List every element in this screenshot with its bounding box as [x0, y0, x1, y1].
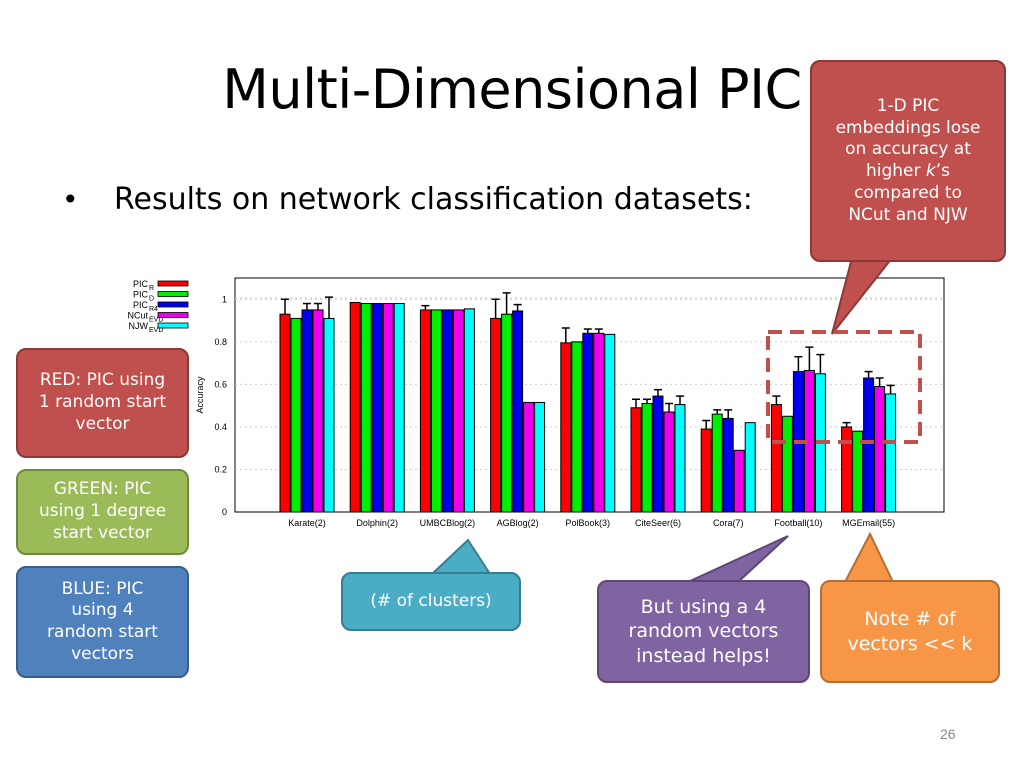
- purple-callout-pointer: [687, 535, 789, 583]
- bar: [571, 341, 583, 513]
- callout-line: 1 random start: [38, 392, 167, 413]
- callout-line: compared to: [854, 182, 962, 203]
- y-axis-label: Accuracy: [195, 376, 205, 414]
- callout-line: using 1 degree: [38, 501, 167, 522]
- callout-text: (# of clusters): [370, 590, 492, 611]
- y-tick-label: 0.8: [214, 337, 227, 347]
- x-tick-label: CiteSeer(6): [635, 518, 681, 528]
- callout-line: start vector: [53, 522, 152, 543]
- clusters-callout-pointer: [429, 538, 492, 575]
- y-tick-label: 0.4: [214, 422, 227, 432]
- orange-callout: Note # of vectors << k: [820, 580, 1000, 683]
- callout-line: embeddings lose: [835, 117, 981, 138]
- callout-line-k: higher k’s: [836, 161, 981, 183]
- legend-label: PIC: [133, 300, 149, 310]
- x-tick-label: UMBCBlog(2): [420, 518, 476, 528]
- bullet-icon: •: [62, 183, 79, 216]
- bar: [744, 422, 756, 513]
- callout-line: RED: PIC using: [39, 370, 166, 391]
- callout-line: NCut and NJW: [848, 204, 968, 225]
- legend-swatch: [157, 291, 189, 297]
- bar: [349, 301, 361, 513]
- legend-subscript: R: [149, 285, 154, 292]
- bar: [430, 309, 442, 513]
- callout-line: vectors: [71, 643, 134, 664]
- legend-swatch: [157, 312, 189, 318]
- callout-line: random vectors: [628, 620, 779, 643]
- legend-swatch: [157, 301, 189, 308]
- callout-line: BLUE: PIC: [61, 578, 144, 599]
- legend-swatch: [157, 322, 189, 329]
- callout-line: 1-D PIC: [876, 95, 940, 116]
- callout-line: vector: [75, 413, 130, 434]
- x-tick-label: Football(10): [774, 518, 822, 528]
- bar: [382, 303, 394, 513]
- slide-title: Multi-Dimensional PIC: [222, 58, 802, 121]
- y-tick-label: 0: [222, 507, 227, 517]
- green-legend-callout: GREEN: PIC using 1 degree start vector: [16, 469, 189, 555]
- highlight-dashed-box: [766, 330, 922, 444]
- bullet-point: • Results on network classification data…: [62, 182, 753, 217]
- legend-label: NCut: [127, 311, 148, 321]
- bar: [733, 449, 745, 513]
- bar: [523, 401, 535, 513]
- bar: [371, 303, 383, 513]
- legend-label: PIC: [133, 279, 149, 289]
- bar: [534, 401, 546, 513]
- legend-subscript: EVD: [149, 317, 163, 324]
- blue-legend-callout: BLUE: PIC using 4 random start vectors: [16, 566, 189, 678]
- y-tick-label: 0.6: [214, 379, 227, 389]
- bullet-text: Results on network classification datase…: [114, 182, 753, 217]
- slide-number: 26: [940, 726, 956, 742]
- callout-line: using 4: [71, 600, 134, 621]
- y-tick-label: 0.2: [214, 464, 227, 474]
- top-right-callout: 1-D PIC embeddings lose on accuracy at h…: [810, 60, 1006, 262]
- bar: [463, 308, 475, 513]
- legend-subscript: D: [149, 296, 154, 303]
- callout-k: k: [925, 161, 936, 181]
- callout-line: instead helps!: [636, 644, 771, 667]
- legend-label: NJW: [129, 321, 149, 331]
- bar: [393, 303, 405, 513]
- x-tick-label: PolBook(3): [566, 518, 611, 528]
- legend-subscript: EVD: [149, 327, 163, 334]
- legend-swatch: [157, 280, 189, 287]
- bar: [781, 415, 793, 513]
- callout-line: random start: [47, 622, 158, 642]
- callout-line: But using a 4: [640, 596, 767, 619]
- y-tick-label: 1: [222, 294, 227, 304]
- bar: [452, 309, 464, 513]
- red-legend-callout: RED: PIC using 1 random start vector: [16, 348, 189, 458]
- legend-subscript: R4: [149, 306, 158, 313]
- bar: [604, 333, 616, 513]
- bar: [290, 317, 302, 513]
- callout-word: higher: [865, 161, 926, 181]
- x-tick-label: Cora(7): [713, 518, 744, 528]
- callout-line: Note # of: [864, 608, 956, 631]
- x-tick-label: Karate(2): [288, 518, 326, 528]
- legend-label: PIC: [133, 290, 149, 300]
- callout-line: vectors << k: [847, 632, 973, 655]
- top-right-callout-pointer: [831, 257, 895, 335]
- x-tick-label: Dolphin(2): [356, 518, 398, 528]
- orange-callout-pointer: [843, 531, 895, 583]
- x-tick-label: AGBlog(2): [497, 518, 539, 528]
- purple-callout: But using a 4 random vectors instead hel…: [597, 580, 810, 683]
- callout-line: on accuracy at: [845, 139, 971, 160]
- bar: [441, 309, 453, 513]
- x-tick-label: MGEmail(55): [842, 518, 895, 528]
- bar: [360, 303, 372, 513]
- bar: [852, 430, 864, 513]
- clusters-callout: (# of clusters): [341, 572, 521, 631]
- callout-line: GREEN: PIC: [53, 479, 152, 500]
- callout-k-suffix: ’s: [935, 161, 951, 181]
